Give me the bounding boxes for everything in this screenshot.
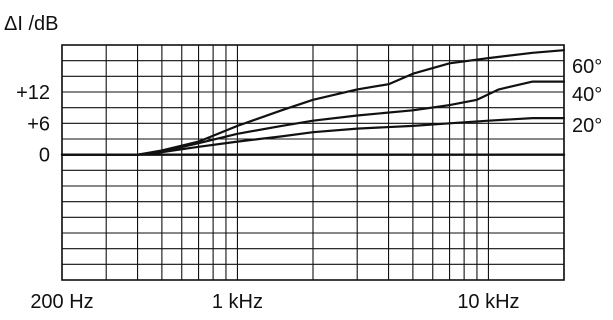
x-tick-label: 200 Hz bbox=[30, 291, 93, 313]
series-line-3 bbox=[60, 117, 566, 156]
y-axis-label: ΔI /dB bbox=[4, 13, 59, 35]
series-lines bbox=[60, 49, 566, 156]
series-name-label: 60° bbox=[572, 56, 602, 78]
tick-labels: +12 +6 0 200 Hz 1 kHz 10 kHz 60° 40° 20° bbox=[16, 56, 602, 313]
x-tick-label: 10 kHz bbox=[457, 291, 519, 313]
x-tick-label: 1 kHz bbox=[212, 291, 263, 313]
series-name-label: 40° bbox=[572, 84, 602, 106]
y-tick-label: 0 bbox=[39, 145, 50, 167]
grid bbox=[61, 44, 565, 281]
series-name-label: 20° bbox=[572, 115, 602, 137]
plot-frame bbox=[61, 44, 565, 281]
y-tick-label: +12 bbox=[16, 82, 50, 104]
y-tick-label: +6 bbox=[27, 113, 50, 135]
